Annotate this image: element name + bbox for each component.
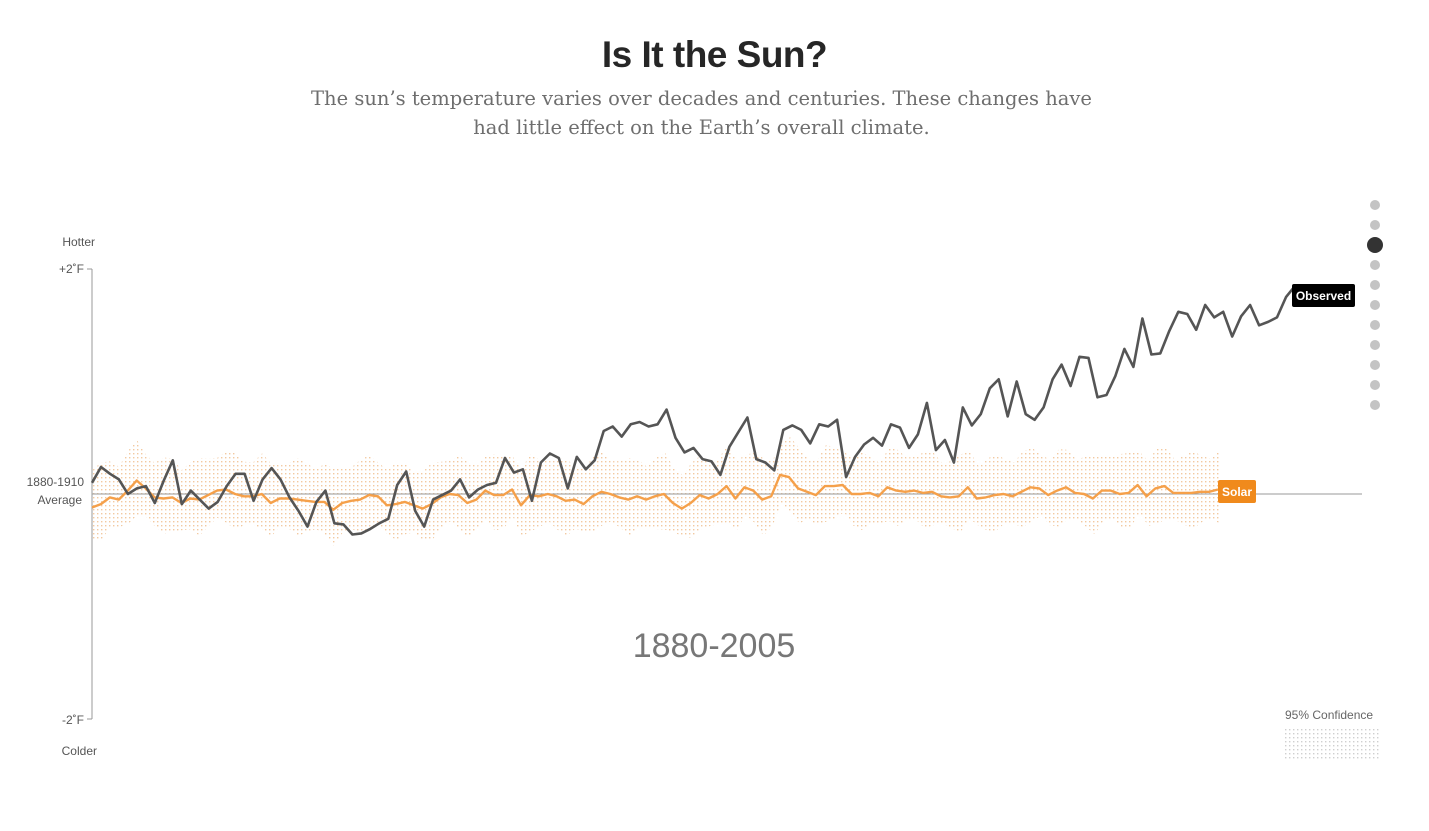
solar-tag: Solar	[1218, 480, 1256, 503]
y-axis-top-label: Hotter	[62, 235, 95, 249]
y-axis-max-tick-label: +2˚F	[59, 262, 84, 276]
confidence-legend-label: 95% Confidence	[1285, 708, 1373, 722]
observed-tag: Observed	[1292, 284, 1355, 307]
step-dot-2[interactable]	[1370, 220, 1380, 230]
step-dot-5[interactable]	[1370, 280, 1380, 290]
step-dot-6[interactable]	[1370, 300, 1380, 310]
step-dot-11[interactable]	[1370, 400, 1380, 410]
confidence-legend-swatch	[1285, 727, 1380, 761]
chart-subtitle: The sun’s temperature varies over decade…	[311, 87, 1092, 139]
chart-title: Is It the Sun?	[601, 34, 828, 75]
step-dot-4[interactable]	[1370, 260, 1380, 270]
baseline-label-period: 1880-1910	[27, 475, 85, 489]
observed-series-line	[90, 285, 1297, 536]
step-dot-7[interactable]	[1370, 320, 1380, 330]
baseline-label-average: Average	[38, 493, 83, 507]
step-dot-8[interactable]	[1370, 340, 1380, 350]
solar-confidence-band	[92, 437, 1220, 546]
observed-tag-label: Observed	[1296, 289, 1351, 303]
step-dot-3[interactable]	[1367, 237, 1383, 253]
step-navigation	[1366, 200, 1384, 420]
step-dot-10[interactable]	[1370, 380, 1380, 390]
step-dot-9[interactable]	[1370, 360, 1380, 370]
confidence-legend: 95% Confidence	[1285, 708, 1380, 761]
solar-series-line	[91, 473, 1219, 511]
solar-tag-label: Solar	[1222, 485, 1252, 499]
period-label: 1880-2005	[633, 627, 796, 665]
y-axis-min-tick-label: -2˚F	[62, 713, 84, 727]
step-dot-1[interactable]	[1370, 200, 1380, 210]
y-axis-bottom-label: Colder	[62, 744, 97, 758]
